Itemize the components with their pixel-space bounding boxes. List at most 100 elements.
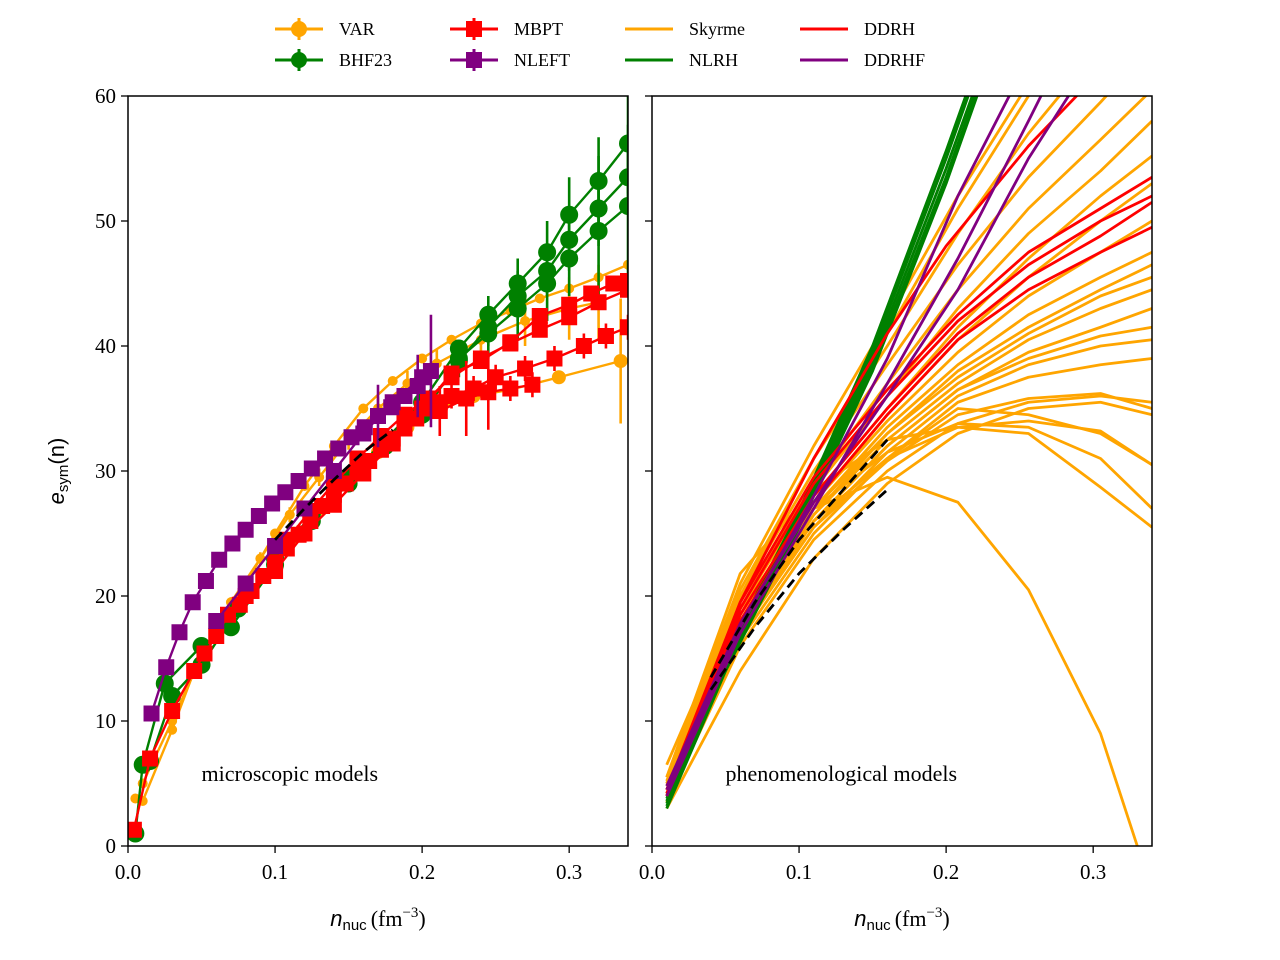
axes-frame [127, 95, 629, 847]
series-var [137, 264, 604, 789]
data-point [431, 403, 448, 419]
data-point [384, 435, 401, 452]
legend-item-ddrhf: DDRHF [800, 50, 925, 70]
data-point [458, 390, 475, 407]
series-line [665, 176, 1152, 795]
series-line [665, 96, 1043, 797]
data-point [597, 328, 614, 344]
data-point [531, 321, 548, 338]
series-reference [709, 438, 889, 678]
series-ddrhf [665, 96, 1011, 791]
data-point [330, 440, 347, 457]
series-line [665, 357, 1152, 797]
data-point [620, 319, 628, 336]
data-point [325, 496, 342, 513]
data-point [575, 338, 592, 354]
data-point [619, 134, 628, 153]
data-point [355, 465, 372, 482]
data-point [211, 551, 228, 568]
data-point [237, 521, 254, 538]
x-axis-label: nnuc (fm−3) [330, 905, 426, 934]
data-point [184, 594, 201, 611]
legend-label: DDRHF [864, 50, 925, 70]
x-tick-label: 0.1 [786, 860, 812, 884]
data-point [128, 821, 142, 838]
data-point [396, 406, 413, 423]
data-point [325, 475, 342, 492]
x-tick-label: 0.2 [933, 860, 959, 884]
series-ddrh [665, 194, 1152, 797]
data-point [237, 575, 254, 592]
series-line [665, 201, 1152, 791]
data-point [303, 460, 320, 477]
series-reference [709, 488, 889, 691]
legend-marker [466, 21, 482, 37]
legend-label: NLEFT [514, 50, 570, 70]
series-line [709, 488, 889, 691]
data-point [517, 360, 534, 377]
series-line [134, 263, 628, 803]
data-point [583, 285, 600, 302]
data-point [387, 376, 398, 386]
legend-item-nlrh: NLRH [625, 50, 738, 70]
series-bhf23 [128, 139, 628, 843]
data-point [534, 293, 545, 304]
x-tick-label: 0.3 [556, 860, 582, 884]
data-point [589, 222, 608, 240]
legend-item-var: VAR [275, 18, 375, 40]
legend: VAR BHF23 MBPT NLEFT Skyrme NLRH DDRH DDRHF [275, 18, 925, 71]
data-point [443, 388, 460, 404]
plot-area [665, 96, 1152, 846]
series-line [665, 96, 1071, 787]
series-line [665, 394, 1152, 803]
data-point [267, 563, 284, 579]
series-line [665, 475, 1139, 846]
data-point [561, 309, 578, 326]
x-tick-label: 0.3 [1080, 860, 1106, 884]
x-tick-label: 0.2 [409, 860, 435, 884]
y-tick-label: 60 [95, 84, 116, 108]
data-point [620, 273, 628, 289]
data-point [480, 384, 497, 401]
data-point [250, 508, 267, 524]
data-point [613, 354, 628, 368]
legend-item-ddrh: DDRH [800, 19, 915, 39]
data-point [186, 663, 203, 679]
data-point [551, 370, 566, 385]
x-tick-label: 0.0 [639, 860, 665, 884]
data-point [325, 463, 342, 479]
data-point [417, 353, 428, 364]
panel-phenomenological: 0.0 0.1 0.2 0.3 phenomenological models nnuc(… [639, 95, 1153, 934]
data-point [208, 628, 225, 644]
data-point [158, 659, 175, 676]
series-line [665, 96, 1031, 766]
legend-label: DDRH [864, 19, 915, 39]
panel-annotation: microscopic models [202, 761, 379, 786]
panel-microscopic: 0.0 0.1 0.2 0.3 0 10 20 30 40 50 60 microscopic mod… [44, 84, 629, 934]
legend-label: NLRH [689, 50, 738, 70]
data-point [560, 249, 579, 268]
series-line [665, 194, 1152, 797]
x-axis-label: nnuc (fm−3) [854, 905, 950, 934]
data-point [531, 308, 548, 324]
y-tick-label: 40 [95, 334, 116, 358]
legend-label: Skyrme [689, 19, 745, 39]
panel-annotation: phenomenological models [726, 761, 958, 786]
series-mbpt [237, 273, 628, 604]
data-point [560, 205, 579, 224]
x-tick-label: 0.0 [115, 860, 141, 884]
data-point [267, 538, 284, 554]
legend-item-bhf23: BHF23 [275, 49, 392, 71]
series-ddrhf [665, 96, 1043, 797]
series-line [665, 96, 1023, 778]
data-point [290, 473, 307, 489]
data-point [143, 705, 160, 722]
series-line [665, 96, 1148, 787]
data-point [546, 350, 563, 367]
y-tick-label: 0 [106, 834, 117, 858]
legend-marker [466, 52, 482, 68]
y-axis-label: esym(n) [44, 438, 72, 505]
data-point [619, 197, 628, 215]
data-point [277, 484, 294, 501]
data-point [619, 168, 628, 187]
